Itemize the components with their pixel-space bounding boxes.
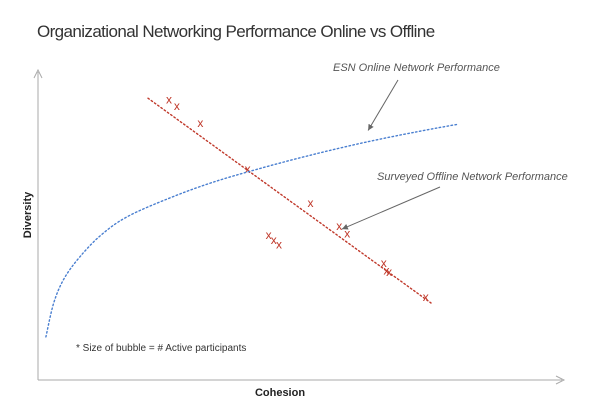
esn-annotation-label: ESN Online Network Performance: [333, 62, 500, 74]
offline-annotation-arrow: [341, 186, 441, 230]
offline-data-point: x: [245, 162, 251, 176]
esn-annotation-arrow: [367, 79, 399, 131]
offline-data-point: x: [271, 233, 277, 247]
x-axis-label: Cohesion: [255, 387, 305, 399]
offline-data-point: x: [384, 264, 390, 278]
y-axis-arrow: [33, 68, 43, 79]
offline-data-point: x: [197, 116, 203, 130]
annotation-layer: ESN Online Network Performance Surveyed …: [333, 62, 568, 230]
offline-data-point: x: [381, 256, 387, 270]
y-axis-label: Diversity: [22, 191, 34, 238]
offline-data-point: x: [166, 93, 172, 107]
offline-data-point: x: [174, 99, 180, 113]
offline-annotation-label: Surveyed Offline Network Performance: [377, 171, 568, 183]
bubble-size-note: * Size of bubble = # Active participants: [76, 343, 246, 354]
axes: [33, 68, 566, 385]
offline-data-point: x: [344, 227, 350, 241]
chart-title: Organizational Networking Performance On…: [37, 22, 435, 41]
offline-data-point: x: [308, 196, 314, 210]
offline-data-point: x: [423, 290, 429, 304]
offline-data-point: x: [266, 228, 272, 242]
offline-data-point: x: [276, 238, 282, 252]
esn-online-curve: [45, 123, 458, 338]
offline-data-point: x: [336, 219, 342, 233]
offline-trend-line: [147, 97, 432, 304]
x-axis-arrow: [555, 375, 566, 385]
